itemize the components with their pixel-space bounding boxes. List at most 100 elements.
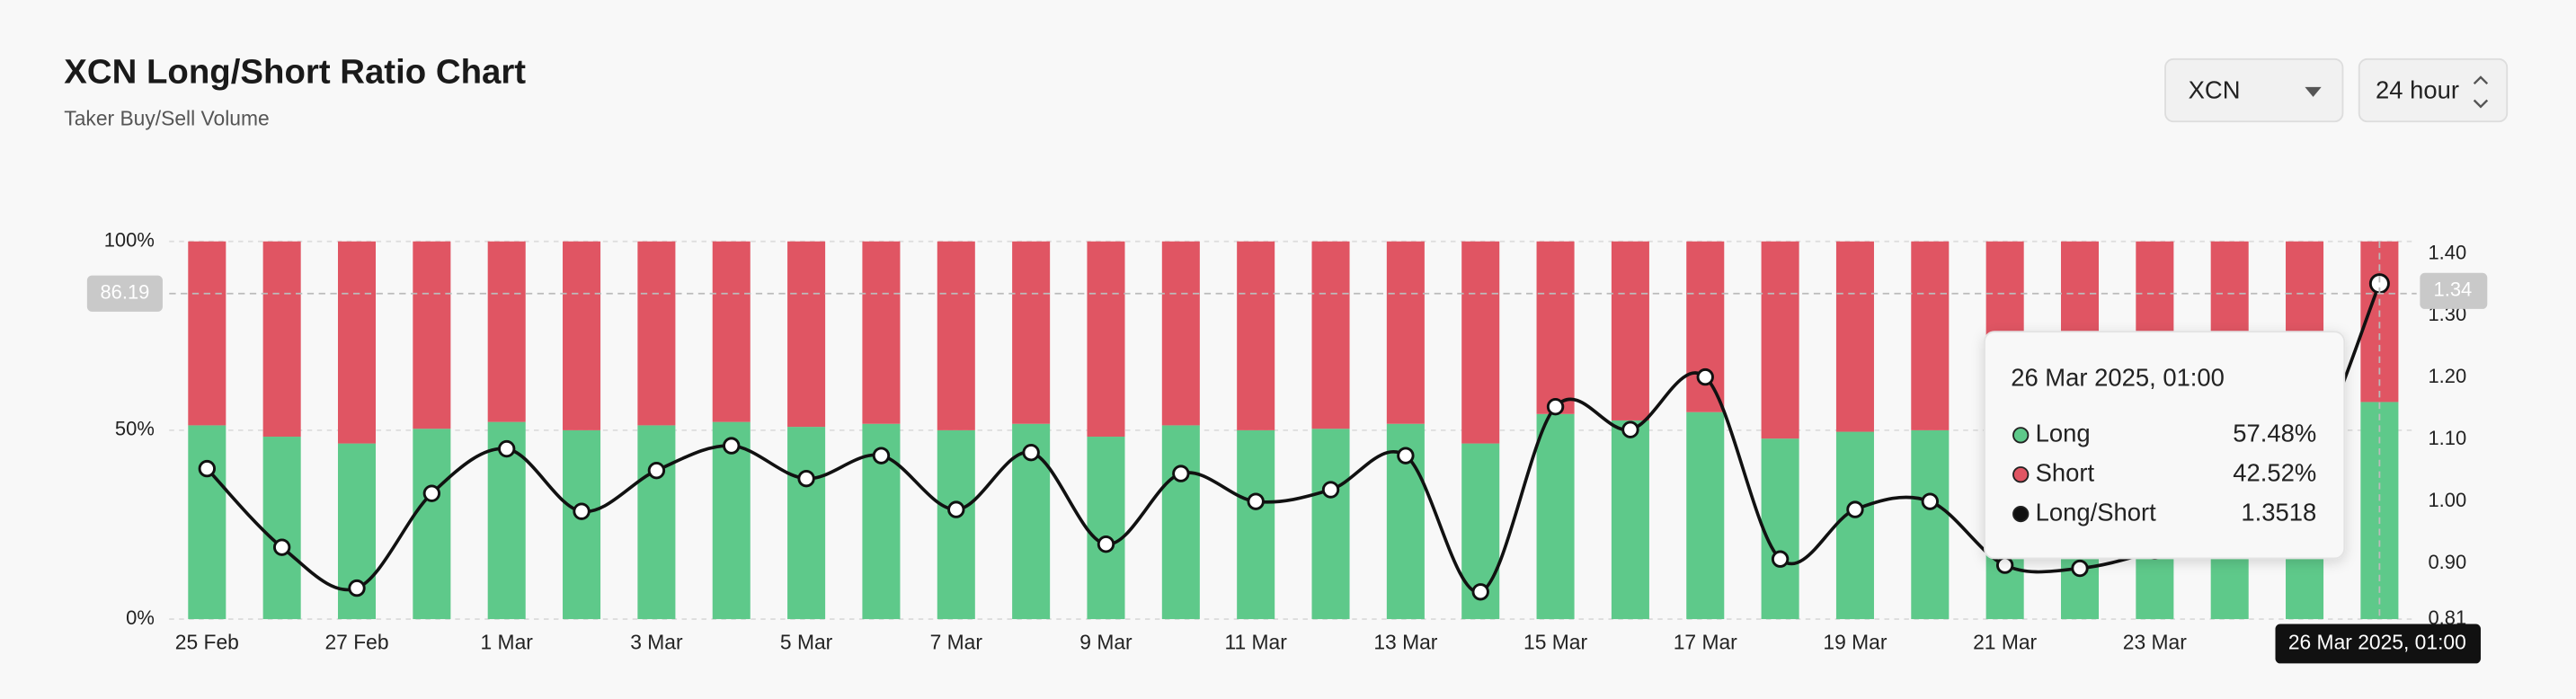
x-tick-label: 27 Feb: [324, 631, 388, 654]
y-tick-label: 100%: [104, 228, 155, 251]
y2-tick-label: 0.90: [2428, 551, 2466, 573]
ratio-point: [1248, 494, 1263, 509]
short-bar: [787, 242, 825, 427]
long-bar: [1836, 432, 1874, 620]
ratio-point: [1698, 369, 1712, 384]
long-bar: [1087, 437, 1124, 619]
y2-tick-label: 1.10: [2428, 427, 2466, 449]
long-bar: [563, 430, 600, 619]
short-bar: [1012, 242, 1050, 424]
tooltip-swatch: [2013, 467, 2028, 482]
x-tick-label: 13 Mar: [1373, 631, 1437, 654]
x-tick-label: 17 Mar: [1674, 631, 1737, 654]
long-bar: [1612, 420, 1649, 619]
symbol-select[interactable]: XCN: [2165, 59, 2342, 121]
long-bar: [1537, 414, 1575, 619]
ratio-point: [1848, 502, 1862, 517]
short-bar: [413, 242, 450, 429]
ratio-point: [799, 471, 813, 485]
short-bar: [1237, 242, 1275, 430]
x-tick-label: 23 Mar: [2123, 631, 2187, 654]
ratio-point: [874, 448, 888, 463]
short-bar: [1312, 242, 1350, 429]
ratio-point: [949, 502, 964, 517]
short-bar: [1762, 242, 1799, 438]
ratio-point: [1174, 466, 1188, 481]
long-bar: [937, 430, 975, 619]
x-tick-label: 5 Mar: [780, 631, 833, 654]
short-bar: [1087, 242, 1124, 437]
short-bar: [1612, 242, 1649, 420]
plot-area: 0%50%100%0.810.901.001.101.201.301.4025 …: [87, 228, 2487, 663]
tooltip-swatch: [2013, 428, 2028, 442]
crosshair-left-label: 86.19: [100, 281, 149, 304]
x-tick-label: 11 Mar: [1224, 631, 1287, 654]
long-bar: [1237, 430, 1275, 619]
y-tick-label: 50%: [115, 418, 155, 440]
long-bar: [787, 427, 825, 619]
short-bar: [1686, 242, 1724, 412]
short-bar: [1461, 242, 1499, 444]
long-bar: [637, 425, 675, 619]
ratio-point: [724, 438, 739, 453]
chart-title: XCN Long/Short Ratio Chart: [64, 52, 526, 91]
tooltip-name: Long: [2036, 420, 2091, 447]
x-tick-label: 7 Mar: [930, 631, 983, 654]
short-bar: [563, 242, 600, 430]
short-bar: [1162, 242, 1200, 426]
x-tick-label: 19 Mar: [1823, 631, 1887, 654]
x-crosshair-label: 26 Mar 2025, 01:00: [2288, 631, 2466, 654]
short-bar: [188, 242, 226, 426]
short-bar: [1387, 242, 1425, 424]
x-tick-label: 1 Mar: [481, 631, 534, 654]
x-tick-label: 9 Mar: [1079, 631, 1133, 654]
tooltip-swatch: [2013, 507, 2028, 521]
select-text[interactable]: XCN: [2189, 76, 2241, 104]
ratio-point: [1024, 445, 1038, 459]
select-text[interactable]: 24 hour: [2376, 76, 2459, 104]
ratio-point: [1623, 422, 1638, 437]
x-tick-label: 25 Feb: [175, 631, 239, 654]
short-bar: [937, 242, 975, 430]
ratio-point: [1548, 399, 1562, 413]
ratio-point: [1923, 494, 1937, 509]
y2-tick-label: 1.00: [2428, 489, 2466, 511]
ratio-point: [649, 463, 663, 477]
short-bar: [263, 242, 301, 437]
y2-tick-label: 1.40: [2428, 241, 2466, 263]
tooltip-value: 42.52%: [2233, 458, 2316, 486]
y-tick-label: 0%: [126, 606, 155, 629]
tooltip-value: 57.48%: [2233, 420, 2316, 447]
long-bar: [413, 429, 450, 619]
ratio-point: [350, 580, 364, 595]
long-bar: [1686, 412, 1724, 619]
ratio-point: [424, 486, 439, 500]
ratio-point: [1997, 558, 2012, 572]
x-tick-label: 15 Mar: [1523, 631, 1587, 654]
short-bar: [862, 242, 900, 424]
x-tick-label: 21 Mar: [1973, 631, 2037, 654]
ratio-point: [499, 441, 513, 456]
long-bar: [1762, 438, 1799, 619]
ratio-point: [1772, 552, 1787, 566]
ratio-point: [274, 540, 289, 554]
tooltip: 26 Mar 2025, 01:00Long57.48%Short42.52%L…: [1985, 332, 2344, 558]
ratio-point: [1323, 482, 1337, 497]
long-bar: [1312, 429, 1350, 619]
tooltip-value: 1.3518: [2241, 498, 2316, 526]
chart-subtitle: Taker Buy/Sell Volume: [64, 106, 269, 129]
ratio-point: [1399, 448, 1413, 463]
short-bar: [1537, 242, 1575, 414]
period-select[interactable]: 24 hour: [2359, 59, 2508, 121]
long-bar: [188, 425, 226, 619]
short-bar: [713, 242, 751, 422]
short-bar: [637, 242, 675, 426]
tooltip-name: Long/Short: [2036, 498, 2156, 526]
long-bar: [1911, 430, 1949, 619]
short-bar: [488, 242, 526, 422]
short-bar: [338, 242, 376, 444]
ratio-point: [2073, 561, 2087, 575]
ratio-point: [574, 504, 589, 518]
crosshair-right-label: 1.34: [2434, 279, 2473, 301]
